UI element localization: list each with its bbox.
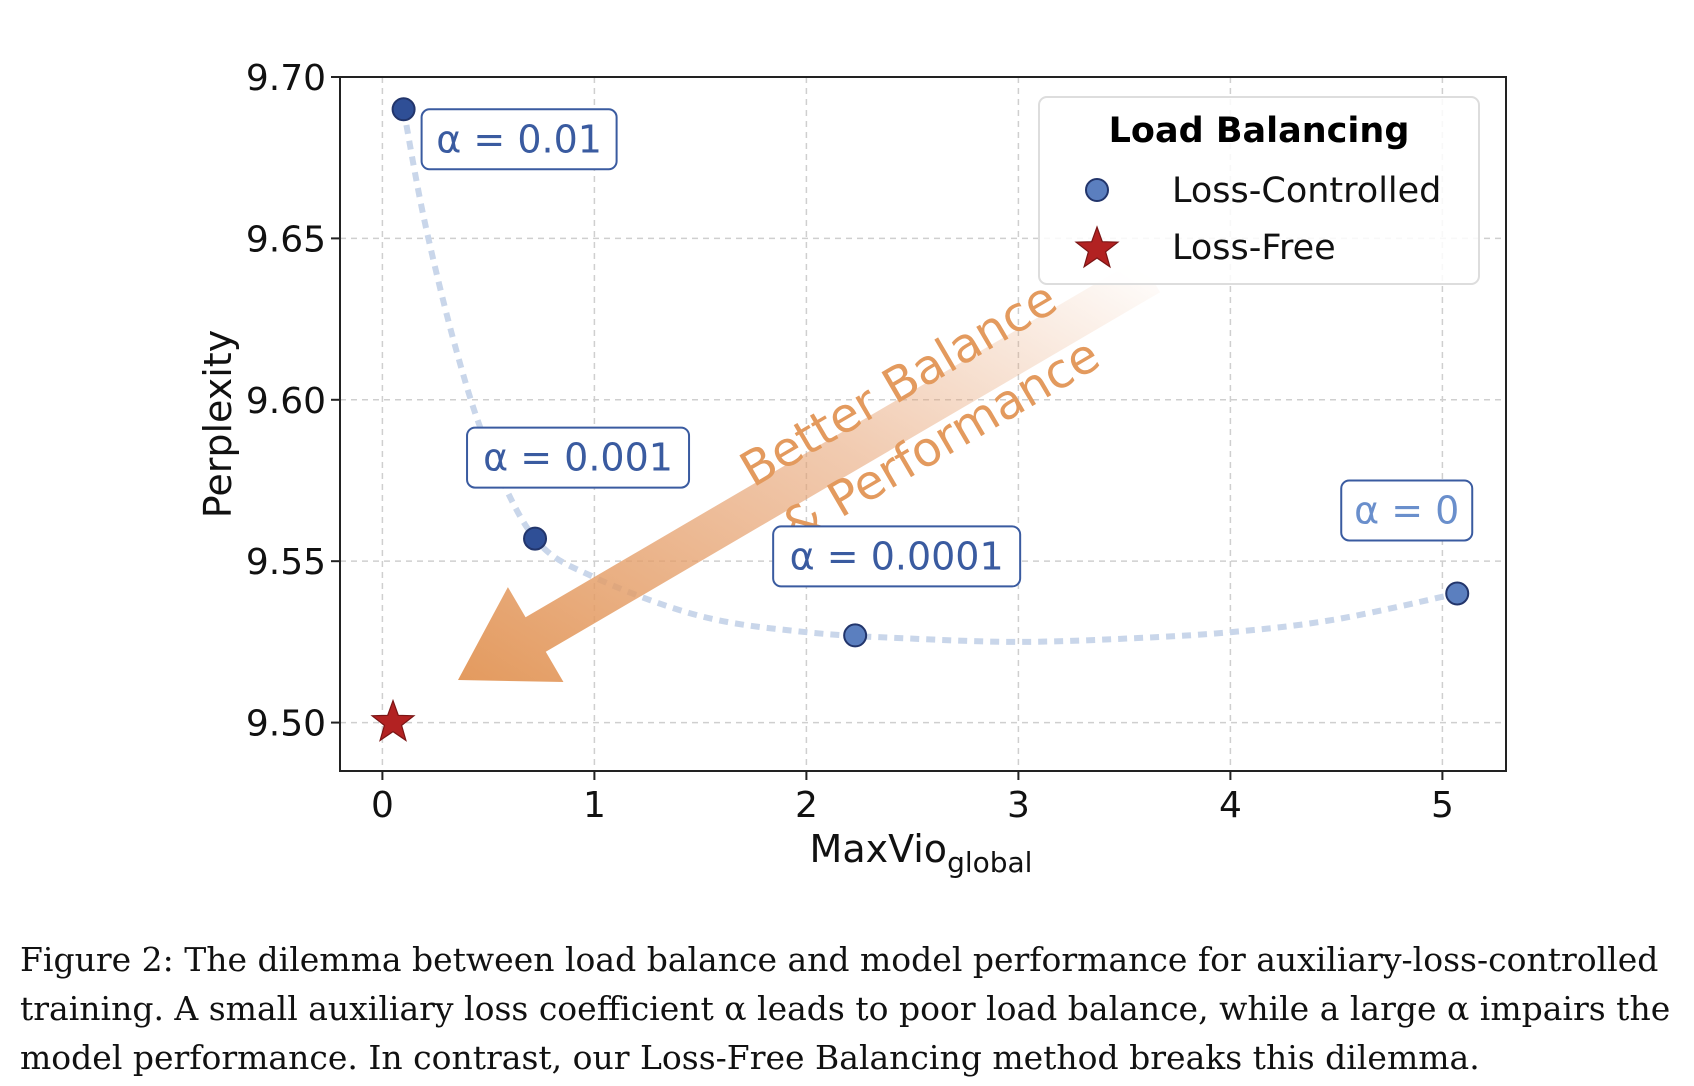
caption-line: training. A small auxiliary loss coeffic… bbox=[20, 989, 1671, 1028]
alpha-label-box bbox=[772, 525, 1022, 588]
axes: 0 1 2 3 4 5 9.50 9.55 9.60 9.65 9.70 MaxVioglobal Pe… bbox=[196, 58, 1507, 879]
plot-frame bbox=[339, 76, 1507, 772]
x-tick-label: 3 bbox=[1007, 785, 1030, 826]
alpha-label: α = 0 bbox=[1354, 488, 1459, 532]
loss-free-star bbox=[370, 698, 416, 742]
x-axis-label: MaxVioglobal bbox=[810, 827, 1033, 879]
legend-box bbox=[1038, 96, 1480, 285]
alpha-label-box bbox=[420, 108, 618, 171]
data-point-group: α = 0 bbox=[1340, 479, 1474, 606]
alpha-label: α = 0.0001 bbox=[790, 534, 1004, 578]
y-tick-label: 9.60 bbox=[246, 381, 326, 422]
x-tick-label: 0 bbox=[371, 785, 394, 826]
y-tick-label: 9.50 bbox=[246, 704, 326, 745]
legend-marker-loss-free bbox=[1074, 225, 1120, 269]
loss-controlled-point bbox=[1445, 581, 1470, 606]
y-tick-label: 9.55 bbox=[246, 542, 326, 583]
legend-entry-loss-controlled: Loss-Controlled bbox=[1172, 171, 1441, 211]
alpha-label: α = 0.001 bbox=[483, 436, 673, 480]
chart: Better Balance& Performance α = 0.01α = … bbox=[196, 58, 1507, 879]
data-point-group: α = 0.01 bbox=[391, 97, 618, 171]
caption-line: Figure 2: The dilemma between load balan… bbox=[20, 940, 1659, 979]
y-tick-label: 9.70 bbox=[246, 58, 326, 99]
alpha-label-box bbox=[466, 426, 691, 489]
loss-controlled-point bbox=[523, 526, 548, 551]
x-axis-label-subscript: global bbox=[947, 846, 1032, 879]
x-tick-label: 5 bbox=[1431, 785, 1454, 826]
legend-entry-loss-free: Loss-Free bbox=[1172, 228, 1336, 268]
alpha-label: α = 0.01 bbox=[436, 117, 602, 161]
x-tick-label: 4 bbox=[1219, 785, 1242, 826]
y-axis-label: Perplexity bbox=[196, 330, 240, 518]
data-point-group: α = 0.001 bbox=[466, 426, 691, 551]
loss-controlled-point bbox=[391, 97, 416, 122]
x-tick-label: 1 bbox=[583, 785, 606, 826]
legend-title: Load Balancing bbox=[1109, 111, 1410, 151]
caption-line: model performance. In contrast, our Loss… bbox=[20, 1038, 1480, 1077]
legend: Load Balancing Loss-Controlled Loss-Free bbox=[1038, 96, 1480, 285]
arrow-shape bbox=[458, 257, 1161, 683]
data-points: α = 0.01 α = 0.001 α = 0.0001 α = 0 bbox=[370, 97, 1474, 742]
alpha-label-box bbox=[1340, 479, 1474, 542]
data-point-group: α = 0.0001 bbox=[772, 525, 1022, 648]
legend-marker-loss-controlled bbox=[1085, 178, 1109, 202]
loss-controlled-point bbox=[843, 623, 868, 648]
figure-caption: Figure 2: The dilemma between load balan… bbox=[20, 935, 1680, 1082]
y-tick-label: 9.65 bbox=[246, 219, 326, 260]
x-tick-label: 2 bbox=[795, 785, 818, 826]
